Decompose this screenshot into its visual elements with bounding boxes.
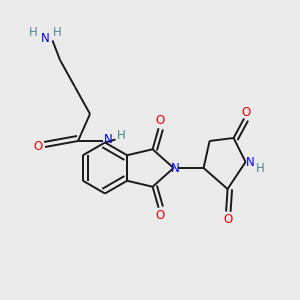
Text: H: H	[256, 161, 265, 175]
Text: O: O	[33, 140, 42, 154]
Text: N: N	[103, 133, 112, 146]
Text: O: O	[155, 209, 165, 222]
Text: H: H	[52, 26, 62, 40]
Text: N: N	[40, 32, 50, 46]
Text: O: O	[155, 114, 165, 127]
Text: O: O	[223, 212, 232, 226]
Text: O: O	[241, 106, 250, 119]
Text: N: N	[246, 155, 254, 169]
Text: H: H	[117, 129, 126, 142]
Text: N: N	[171, 161, 179, 175]
Text: H: H	[28, 26, 38, 40]
